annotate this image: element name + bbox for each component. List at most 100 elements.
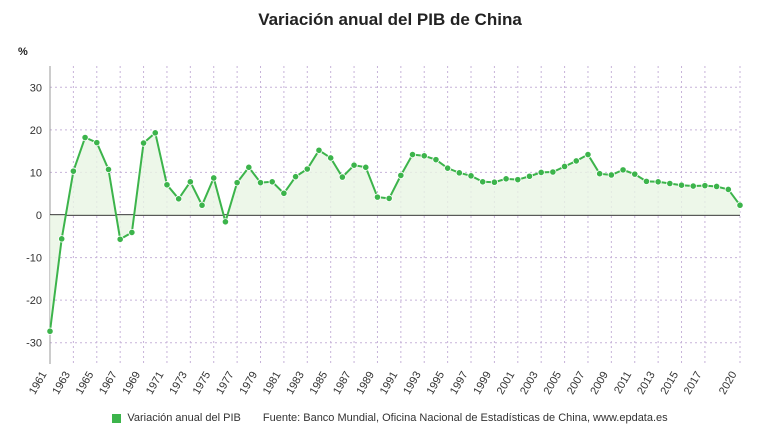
x-tick-label: 1963 <box>50 370 73 397</box>
y-tick-label: 0 <box>36 210 42 222</box>
data-point <box>502 175 510 183</box>
data-point <box>572 157 580 165</box>
data-point <box>420 152 428 160</box>
data-point <box>327 154 335 162</box>
chart-title: Variación anual del PIB de China <box>258 10 522 29</box>
y-tick-label: 20 <box>30 125 42 137</box>
data-point <box>221 218 230 226</box>
x-tick-label: 1977 <box>214 370 237 397</box>
x-tick-labels: 1961 1963 1965 1967 1969 1971 1973 1975 1977 1979… <box>27 369 740 396</box>
y-axis-label: % <box>18 46 28 58</box>
area-layer <box>50 132 740 332</box>
x-tick-label: 1975 <box>191 370 214 397</box>
data-point <box>186 178 194 186</box>
y-tick-label: -10 <box>26 253 42 265</box>
data-point <box>631 170 639 178</box>
data-point <box>315 146 323 154</box>
data-point <box>210 174 218 182</box>
data-point <box>584 150 592 159</box>
data-point <box>455 169 463 177</box>
footer: Variación anual del PIB Fuente: Banco Mu… <box>0 412 780 424</box>
data-point <box>163 181 171 189</box>
data-point <box>81 133 89 142</box>
y-tick-label: 10 <box>30 167 42 179</box>
data-point <box>701 182 709 190</box>
x-tick-label: 1973 <box>167 370 190 397</box>
data-point <box>46 327 54 335</box>
data-point <box>93 139 101 147</box>
data-point <box>69 167 77 175</box>
data-point <box>303 165 311 173</box>
data-point <box>139 139 148 147</box>
y-tick-label: -20 <box>26 295 42 307</box>
y-tick-label: -30 <box>26 338 42 350</box>
x-tick-label: 2020 <box>717 370 740 397</box>
data-point <box>256 179 265 187</box>
data-point <box>362 163 370 171</box>
data-point <box>128 228 136 237</box>
data-point <box>596 170 604 178</box>
x-tick-label: 2013 <box>635 370 658 397</box>
x-tick-label: 1987 <box>331 370 354 397</box>
data-point <box>479 178 487 186</box>
data-point <box>689 182 697 190</box>
x-tick-label: 1997 <box>448 370 471 397</box>
data-point <box>104 165 113 174</box>
x-tick-label: 2017 <box>682 370 705 397</box>
data-point <box>198 201 206 209</box>
data-point <box>736 201 744 209</box>
x-tick-label: 1993 <box>401 370 424 397</box>
data-point <box>713 182 721 191</box>
data-point <box>408 150 417 159</box>
data-point <box>233 179 241 187</box>
data-point <box>666 179 674 188</box>
x-tick-label: 2003 <box>518 370 541 397</box>
data-point <box>444 164 452 172</box>
x-tick-label: 1991 <box>378 370 401 397</box>
x-tick-label: 1971 <box>144 370 167 397</box>
legend-swatch <box>112 413 122 423</box>
data-point <box>619 166 627 174</box>
data-point <box>607 171 615 179</box>
x-tick-label: 1981 <box>261 370 284 397</box>
data-point <box>373 193 382 201</box>
x-tick-label: 1983 <box>284 370 307 397</box>
data-point <box>291 173 300 181</box>
y-tick-label: 30 <box>30 82 42 94</box>
data-point <box>642 177 651 185</box>
x-tick-label: 2015 <box>658 370 681 397</box>
data-point <box>268 178 276 186</box>
x-tick-label: 2009 <box>588 370 611 397</box>
x-tick-label: 1999 <box>471 369 494 396</box>
data-point <box>724 185 732 194</box>
data-point <box>175 195 183 203</box>
data-point <box>151 129 159 137</box>
data-point <box>432 156 440 164</box>
x-tick-label: 1989 <box>354 370 377 397</box>
data-point <box>525 172 534 180</box>
data-point <box>514 176 522 184</box>
source-text: Fuente: Banco Mundial, Oficina Nacional … <box>262 412 668 424</box>
data-point <box>467 172 475 180</box>
data-point <box>385 194 393 202</box>
legend-label: Variación anual del PIB <box>127 412 241 424</box>
y-tick-labels: -30 -20 -10 0 10 20 30 <box>26 82 42 349</box>
x-tick-label: 1967 <box>97 370 120 397</box>
data-point <box>397 171 405 180</box>
data-point <box>537 168 545 177</box>
point-layer <box>46 129 744 335</box>
x-tick-label: 1985 <box>308 370 331 397</box>
x-tick-label: 1979 <box>237 370 260 397</box>
x-tick-label: 2011 <box>612 370 634 396</box>
data-point <box>490 178 499 186</box>
x-tick-label: 1969 <box>121 370 144 397</box>
data-point <box>116 235 124 243</box>
x-tick-label: 1995 <box>425 370 448 397</box>
data-point <box>338 173 346 181</box>
legend: Variación anual del PIB <box>112 412 241 424</box>
x-tick-label: 1961 <box>27 370 50 397</box>
data-point <box>280 189 288 197</box>
x-tick-label: 2007 <box>565 370 588 397</box>
x-tick-label: 1965 <box>74 370 97 397</box>
